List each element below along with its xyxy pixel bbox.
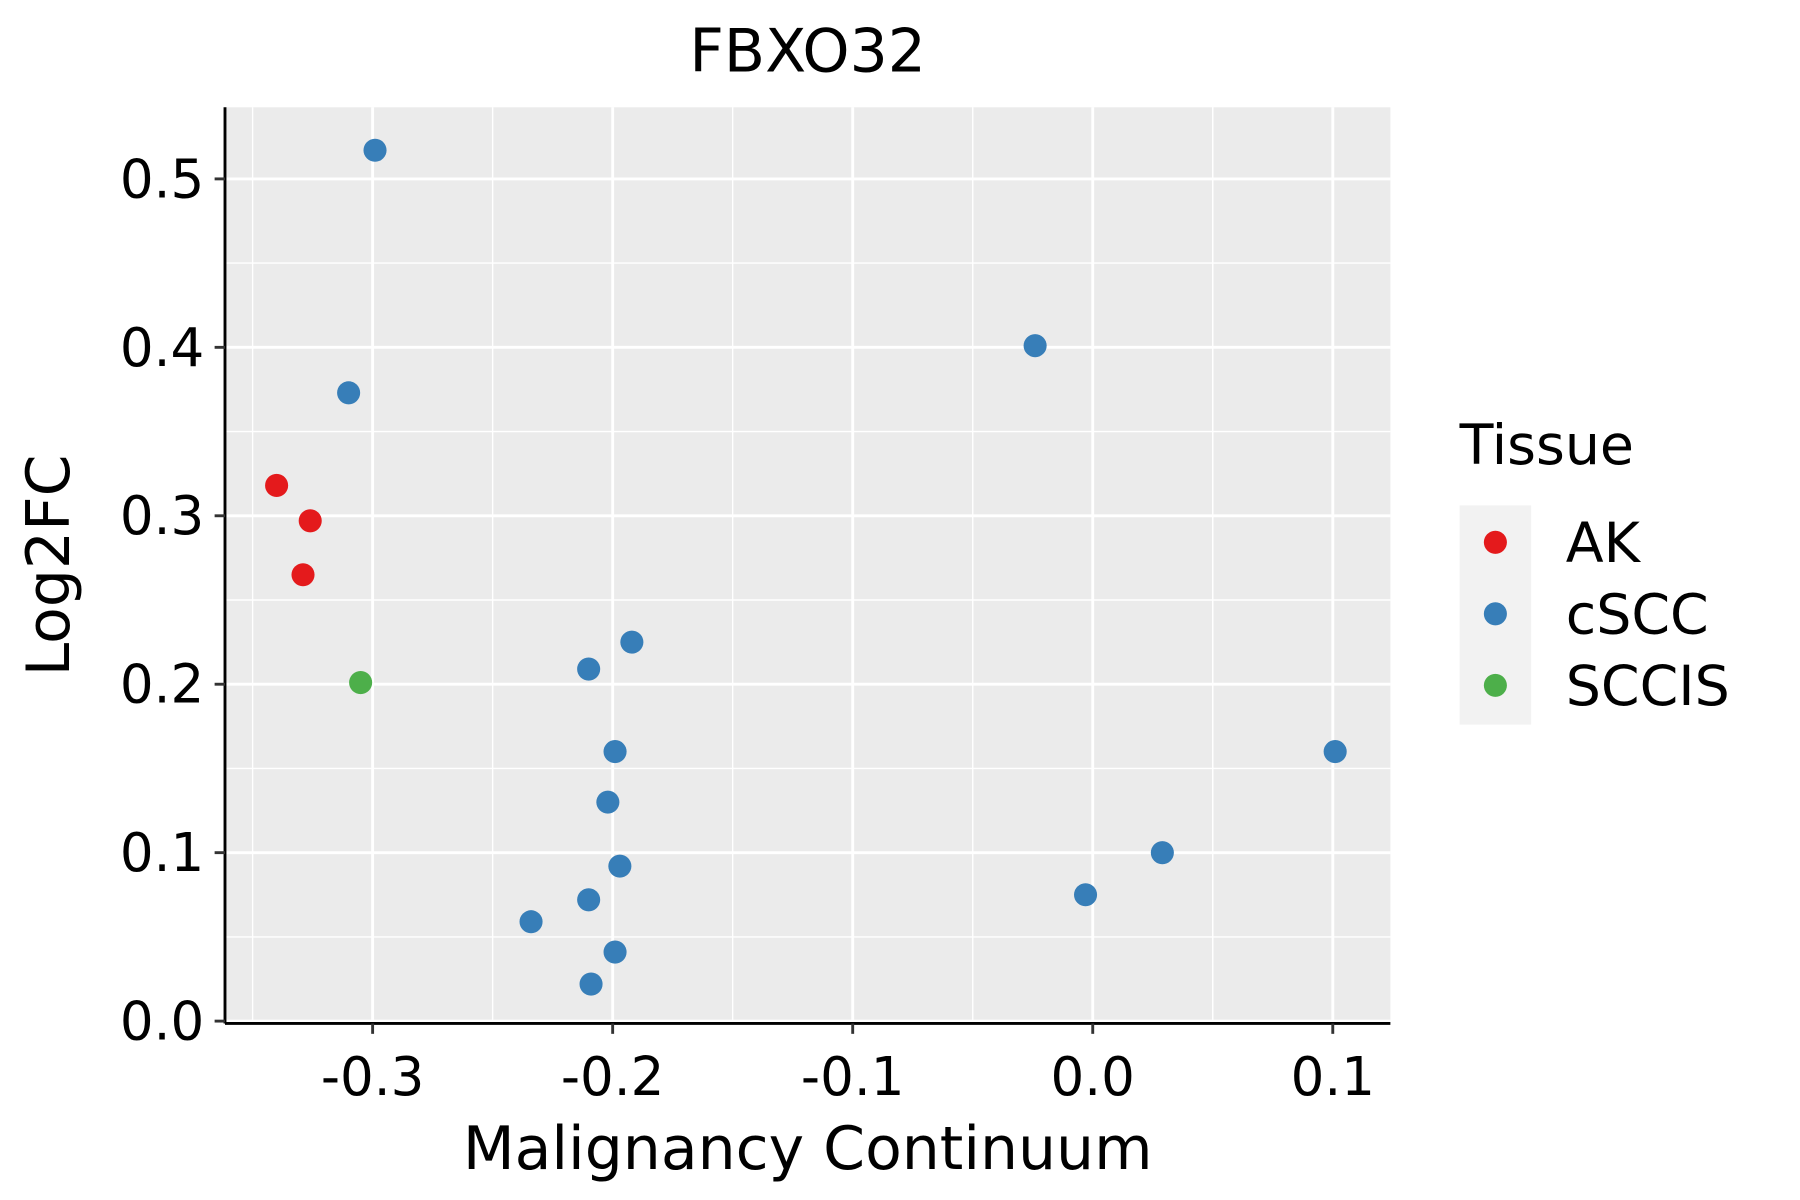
x-tick-label: -0.2	[561, 1046, 665, 1108]
y-tick-label: 0.1	[120, 822, 204, 884]
legend-marker-ak	[1483, 530, 1507, 554]
data-point-cscc	[363, 138, 387, 162]
chart-title: FBXO32	[689, 17, 926, 87]
data-point-cscc	[1150, 841, 1174, 865]
data-point-ak	[298, 509, 322, 533]
data-point-cscc	[596, 790, 620, 814]
x-axis-label: Malignancy Continuum	[463, 1114, 1153, 1184]
data-point-cscc	[603, 940, 627, 964]
y-tick-label: 0.2	[120, 654, 204, 716]
data-point-cscc	[608, 854, 632, 878]
legend-marker-sccis	[1483, 673, 1507, 697]
data-point-cscc	[577, 657, 601, 681]
legend-label-cscc: cSCC	[1566, 583, 1709, 647]
data-point-cscc	[1073, 883, 1098, 907]
legend-label-ak: AK	[1566, 512, 1642, 576]
legend-marker-cscc	[1483, 602, 1507, 626]
y-axis-label: Log2FC	[14, 455, 84, 677]
y-tick-label: 0.4	[120, 317, 204, 379]
data-point-cscc	[519, 910, 543, 934]
data-point-cscc	[579, 972, 603, 996]
data-points	[265, 138, 1347, 996]
data-point-cscc	[577, 888, 601, 912]
x-tick-label: -0.1	[801, 1046, 905, 1108]
legend-title: Tissue	[1459, 414, 1634, 478]
x-tick-label: 0.0	[1051, 1046, 1135, 1108]
gridlines	[224, 107, 1391, 1024]
data-point-ak	[265, 473, 289, 497]
y-tick-label: 0.0	[120, 991, 204, 1053]
y-tick-label: 0.5	[120, 148, 204, 210]
legend: Tissue AK cSCC SCCIS	[1459, 414, 1730, 725]
data-point-ak	[291, 563, 315, 587]
data-point-cscc	[1023, 334, 1047, 358]
data-point-sccis	[349, 670, 373, 695]
data-point-cscc	[337, 381, 361, 405]
data-point-cscc	[620, 630, 644, 654]
x-tick-label: 0.1	[1291, 1046, 1375, 1108]
data-point-cscc	[603, 740, 627, 764]
legend-label-sccis: SCCIS	[1566, 655, 1730, 719]
data-point-cscc	[1323, 740, 1347, 764]
x-tick-label: -0.3	[321, 1046, 425, 1108]
y-tick-label: 0.3	[120, 485, 204, 547]
plot-panel	[225, 107, 1391, 1024]
x-axis-ticks: -0.3 -0.2 -0.1 0.0 0.1	[321, 1023, 1375, 1108]
y-axis-ticks: 0.0 0.1 0.2 0.3 0.4 0.5	[120, 148, 225, 1053]
